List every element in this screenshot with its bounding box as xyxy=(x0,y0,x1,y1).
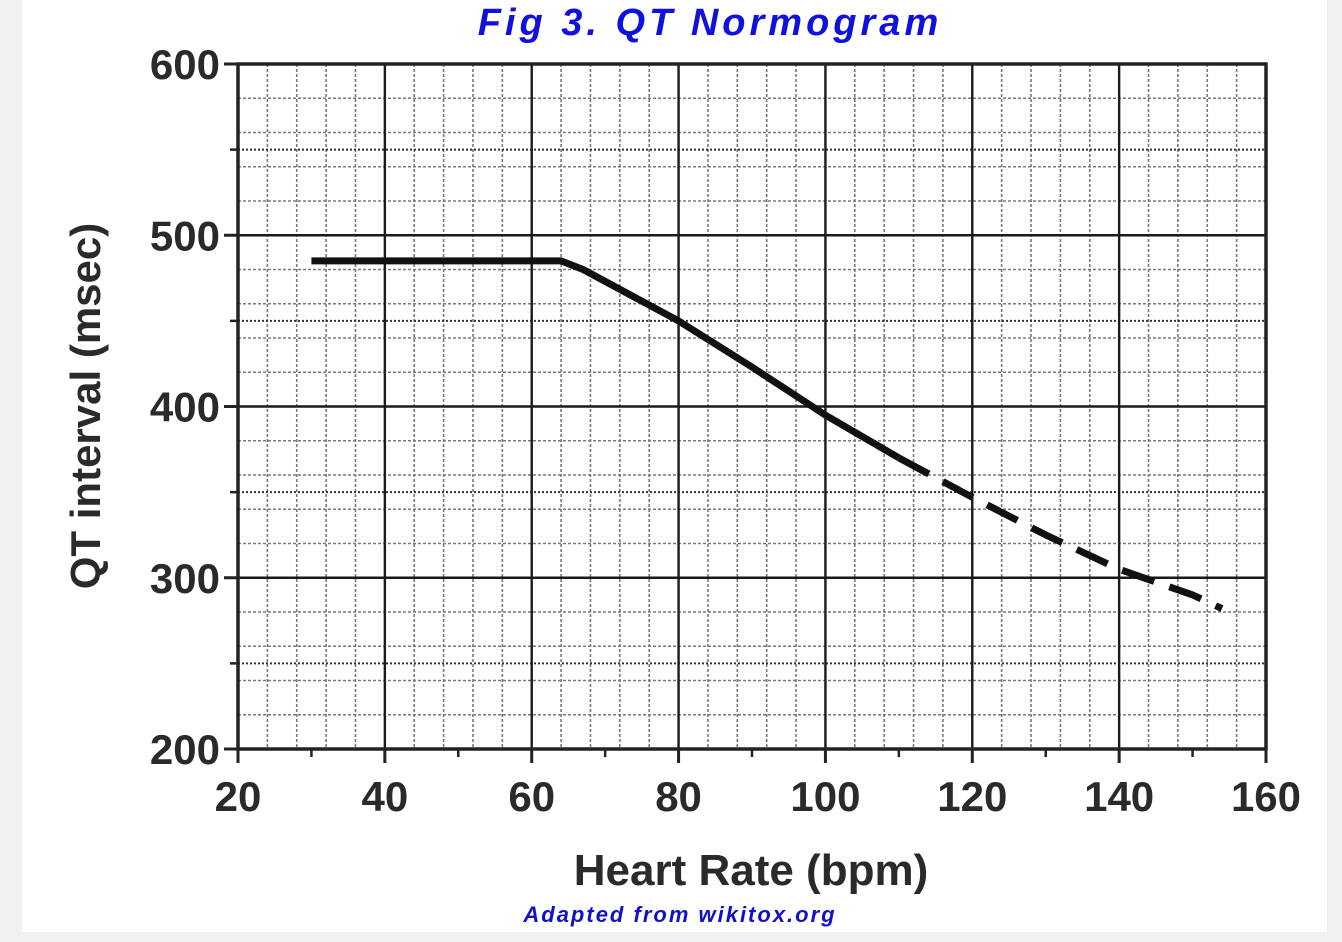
x-tick-label: 60 xyxy=(508,773,555,820)
axes xyxy=(224,62,1268,763)
source-credit: Adapted from wikitox.org xyxy=(523,902,837,927)
tick-labels: 20 40 60 80 100 120 140 160 200 300 400 500 600 xyxy=(150,41,1301,820)
y-tick-label: 200 xyxy=(150,726,220,773)
series xyxy=(311,257,1224,612)
x-tick-label: 120 xyxy=(937,773,1007,820)
x-tick-label: 140 xyxy=(1084,773,1154,820)
y-tick-label: 600 xyxy=(150,41,220,88)
x-tick-label: 40 xyxy=(361,773,408,820)
x-tick-label: 160 xyxy=(1231,773,1301,820)
x-tick-label: 20 xyxy=(215,773,262,820)
qt-line-dashed xyxy=(897,454,1224,612)
y-tick-label: 300 xyxy=(150,555,220,602)
grid xyxy=(238,64,1266,749)
x-tick-label: 80 xyxy=(655,773,702,820)
y-axis-label: QT interval (msec) xyxy=(62,223,109,589)
figure-title: Fig 3. QT Normogram xyxy=(477,2,943,44)
qt-line-solid xyxy=(311,257,901,461)
x-tick-label: 100 xyxy=(790,773,860,820)
x-axis-label: Heart Rate (bpm) xyxy=(574,846,929,895)
y-tick-label: 500 xyxy=(150,212,220,259)
y-tick-label: 400 xyxy=(150,384,220,431)
